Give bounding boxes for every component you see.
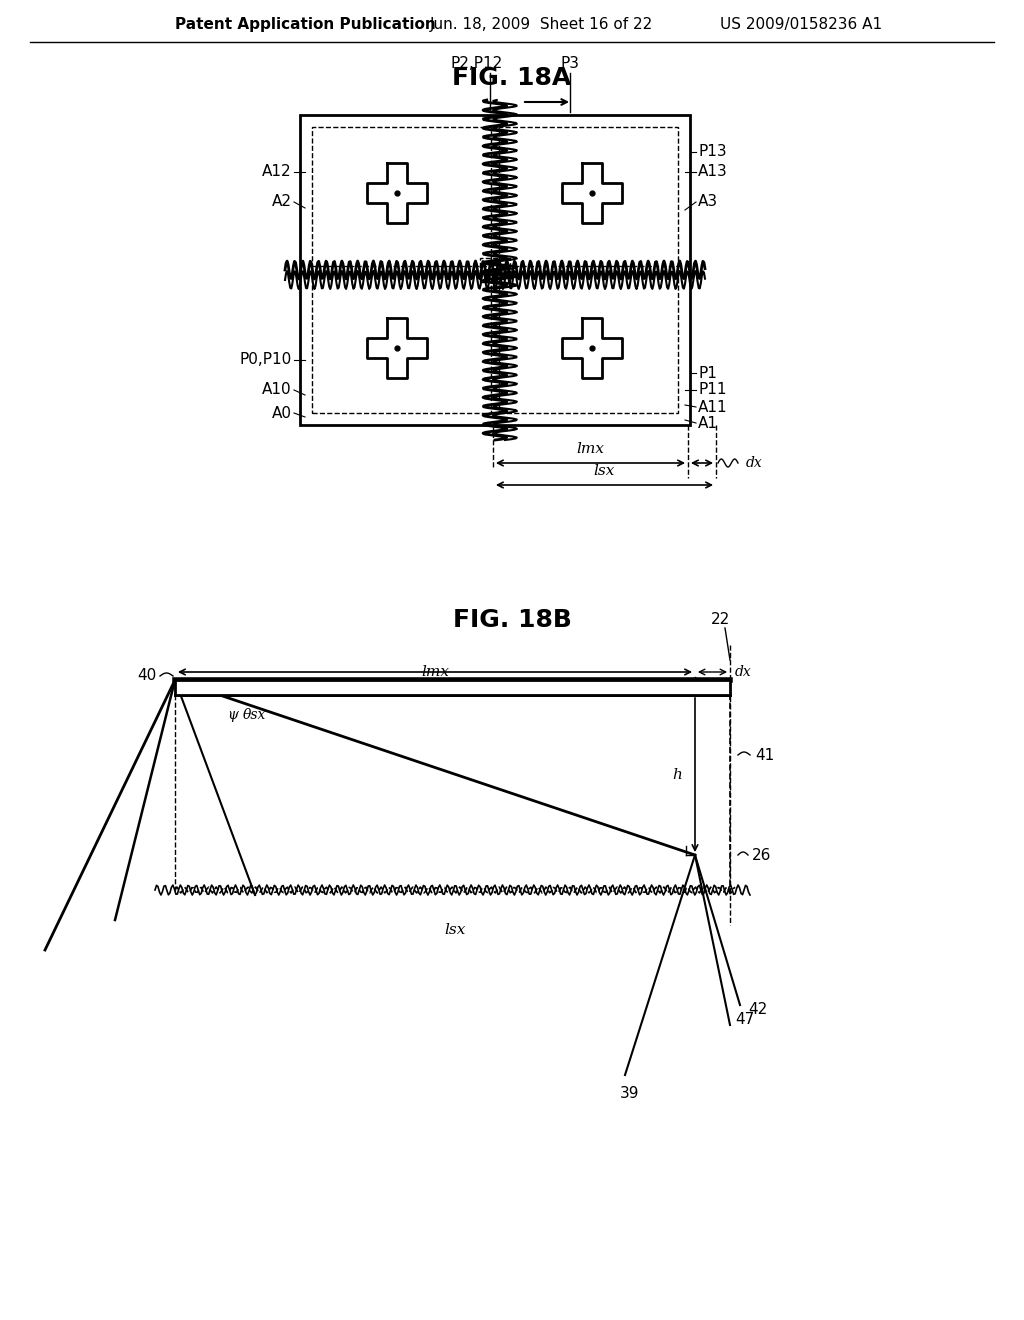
Bar	[312, 127, 490, 267]
Text: P11: P11	[698, 383, 726, 397]
Text: h: h	[672, 768, 682, 781]
Text: θsx: θsx	[243, 708, 266, 722]
Text: dx: dx	[735, 665, 752, 678]
Text: A0: A0	[272, 405, 292, 421]
Bar	[499, 127, 678, 267]
Text: A13: A13	[698, 165, 728, 180]
Text: P0,P10: P0,P10	[240, 352, 292, 367]
Text: FIG. 18B: FIG. 18B	[453, 609, 571, 632]
Text: P13: P13	[698, 144, 727, 160]
Bar	[175, 680, 730, 696]
Text: A12: A12	[262, 165, 292, 180]
Text: 40: 40	[137, 668, 157, 682]
Text: dx: dx	[746, 455, 763, 470]
Text: lsx: lsx	[593, 465, 614, 478]
Text: 41: 41	[755, 747, 774, 763]
Text: 47: 47	[735, 1012, 755, 1027]
Bar	[300, 115, 690, 425]
Text: Jun. 18, 2009  Sheet 16 of 22: Jun. 18, 2009 Sheet 16 of 22	[430, 17, 653, 33]
Text: A2: A2	[272, 194, 292, 210]
Bar	[480, 257, 510, 282]
Text: 22: 22	[711, 612, 730, 627]
Polygon shape	[367, 162, 427, 223]
Text: P2,P12: P2,P12	[451, 55, 503, 70]
Polygon shape	[562, 318, 622, 378]
Bar	[499, 275, 678, 413]
Polygon shape	[367, 318, 427, 378]
Text: A10: A10	[262, 383, 292, 397]
Text: A11: A11	[698, 400, 728, 414]
Text: A1: A1	[698, 416, 718, 430]
Text: P1: P1	[698, 366, 717, 380]
Text: Patent Application Publication: Patent Application Publication	[175, 17, 436, 33]
Text: 39: 39	[621, 1085, 640, 1101]
Text: 42: 42	[748, 1002, 767, 1018]
Text: P3: P3	[560, 55, 580, 70]
Text: lmx: lmx	[575, 442, 604, 455]
Text: 26: 26	[752, 847, 771, 862]
Text: US 2009/0158236 A1: US 2009/0158236 A1	[720, 17, 882, 33]
Polygon shape	[562, 162, 622, 223]
Text: lmx: lmx	[421, 665, 449, 678]
Text: lsx: lsx	[444, 923, 466, 937]
Bar	[312, 275, 490, 413]
Text: ψ: ψ	[227, 708, 238, 722]
Text: FIG. 18A: FIG. 18A	[453, 66, 571, 90]
Text: A3: A3	[698, 194, 718, 210]
